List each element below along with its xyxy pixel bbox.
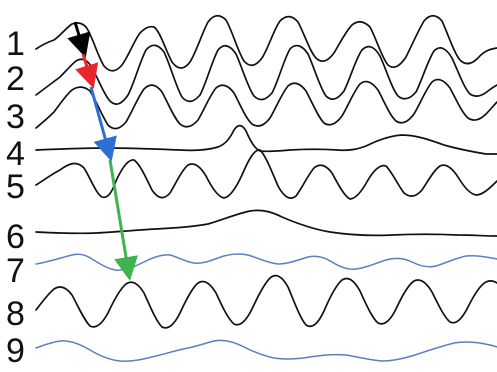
red-arrow	[83, 54, 92, 83]
trace-7	[36, 254, 497, 270]
green-arrow	[110, 160, 129, 275]
trace-9	[36, 340, 497, 361]
row-label-7: 7	[6, 252, 25, 290]
row-label-6: 6	[6, 218, 25, 256]
trace-8	[36, 276, 497, 328]
row-label-8: 8	[6, 295, 25, 333]
trace-2	[36, 45, 497, 104]
row-label-9: 9	[6, 332, 25, 370]
row-label-1: 1	[6, 25, 25, 63]
row-label-5: 5	[6, 168, 25, 206]
row-label-3: 3	[6, 98, 25, 136]
row-label-2: 2	[6, 60, 25, 98]
trace-5	[36, 150, 497, 199]
trace-3	[36, 80, 497, 129]
trace-6	[36, 210, 497, 236]
black-arrow	[75, 22, 84, 52]
